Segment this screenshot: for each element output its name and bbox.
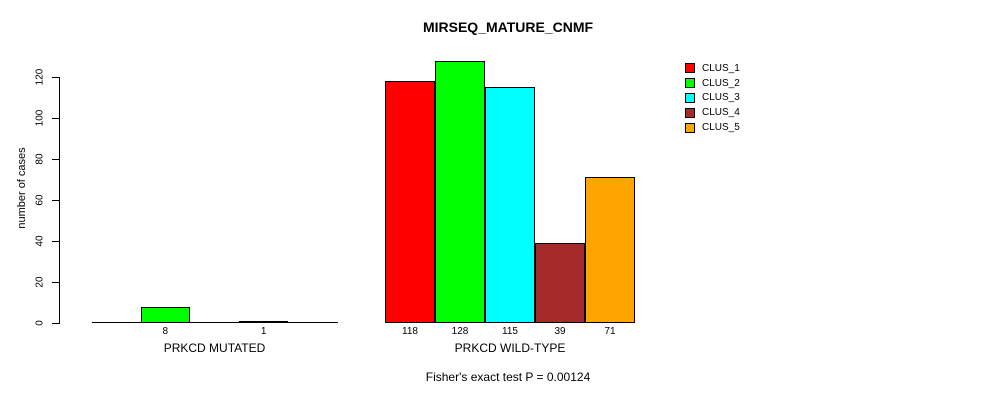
bar-clus_4 bbox=[535, 243, 585, 323]
y-axis-tick bbox=[52, 159, 59, 160]
y-axis-tick bbox=[52, 200, 59, 201]
bar-clus_1 bbox=[385, 81, 435, 323]
legend-swatch-icon bbox=[685, 63, 695, 74]
bar-value-label: 118 bbox=[402, 326, 418, 337]
y-axis-tick bbox=[52, 323, 59, 324]
y-axis-tick bbox=[52, 282, 59, 283]
group-label: PRKCD WILD-TYPE bbox=[454, 341, 566, 355]
bar-clus_2 bbox=[140, 307, 190, 323]
y-axis-tick bbox=[52, 77, 59, 78]
legend-label: CLUS_4 bbox=[702, 107, 740, 119]
y-axis-tick-label: 80 bbox=[34, 153, 46, 165]
legend-entry: CLUS_3 bbox=[685, 91, 740, 106]
bar-value-label: 8 bbox=[162, 326, 169, 337]
bar-clus_3 bbox=[485, 87, 535, 323]
stat-annotation: Fisher's exact test P = 0.00124 bbox=[425, 370, 591, 384]
legend-swatch-icon bbox=[685, 122, 695, 133]
y-axis-tick-label: 20 bbox=[34, 276, 46, 288]
legend-swatch-icon bbox=[685, 92, 695, 103]
y-axis-tick-label: 0 bbox=[34, 320, 46, 326]
group-label: PRKCD MUTATED bbox=[163, 341, 266, 355]
legend-label: CLUS_5 bbox=[702, 122, 740, 134]
bar-value-label: 1 bbox=[260, 326, 267, 337]
y-axis-title: number of cases bbox=[16, 147, 28, 229]
legend-entry: CLUS_5 bbox=[685, 120, 740, 135]
legend-label: CLUS_1 bbox=[702, 62, 740, 74]
bar-clus_5 bbox=[585, 177, 635, 323]
legend-label: CLUS_3 bbox=[702, 92, 740, 104]
bar-value-label: 71 bbox=[604, 326, 616, 337]
bar-clus_4 bbox=[239, 321, 289, 323]
y-axis-tick-label: 40 bbox=[34, 235, 46, 247]
bar-clus_2 bbox=[435, 61, 485, 323]
bar-value-label: 128 bbox=[451, 326, 469, 337]
y-axis-line bbox=[59, 77, 60, 324]
legend-swatch-icon bbox=[685, 78, 695, 89]
legend-entry: CLUS_1 bbox=[685, 61, 740, 76]
legend-label: CLUS_2 bbox=[702, 77, 740, 89]
bar-value-label: 115 bbox=[502, 326, 518, 337]
y-axis-tick bbox=[52, 241, 59, 242]
y-axis-tick bbox=[52, 118, 59, 119]
bar-value-label: 39 bbox=[554, 326, 566, 337]
legend-entry: CLUS_2 bbox=[685, 76, 740, 91]
y-axis-tick-label: 120 bbox=[34, 68, 46, 86]
legend: CLUS_1 CLUS_2 CLUS_3 CLUS_4 CLUS_5 bbox=[685, 61, 740, 135]
legend-swatch-icon bbox=[685, 107, 695, 118]
group-baseline bbox=[91, 322, 338, 323]
legend-entry: CLUS_4 bbox=[685, 105, 740, 120]
y-axis-tick-label: 60 bbox=[34, 194, 46, 206]
y-axis-tick-label: 100 bbox=[34, 109, 46, 127]
chart-title: MIRSEQ_MATURE_CNMF bbox=[422, 19, 594, 35]
